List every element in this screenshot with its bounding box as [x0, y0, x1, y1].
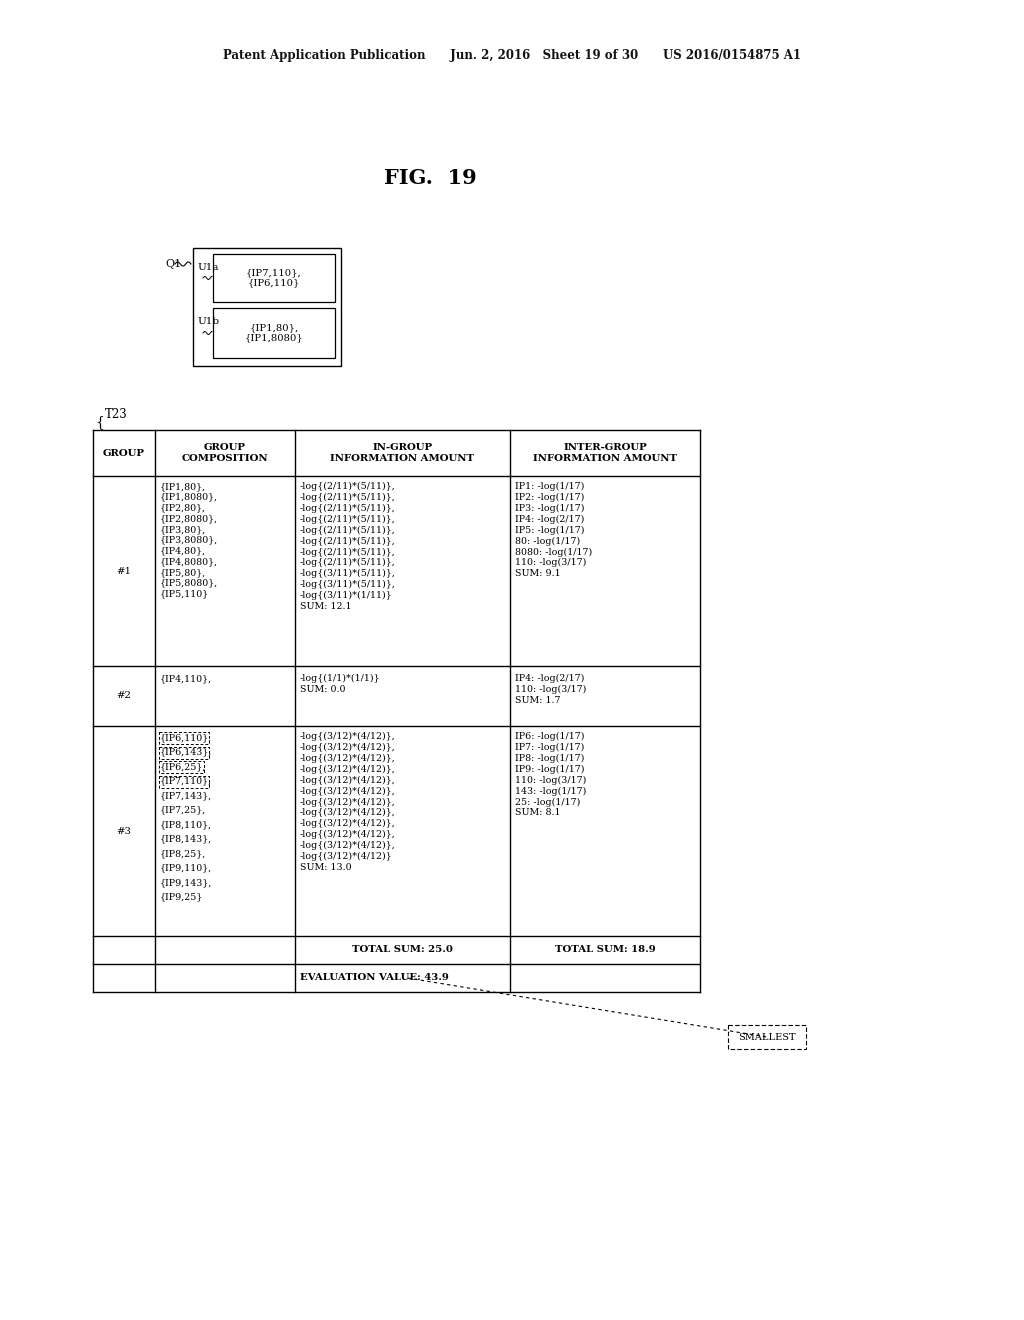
- Text: {IP6,25},: {IP6,25},: [160, 762, 207, 771]
- Text: {IP1,80},
{IP1,8080}: {IP1,80}, {IP1,8080}: [245, 323, 303, 343]
- Text: U1a: U1a: [197, 264, 218, 272]
- Text: {IP7,110},: {IP7,110},: [160, 776, 212, 785]
- Text: IP6: -log(1/17)
IP7: -log(1/17)
IP8: -log(1/17)
IP9: -log(1/17)
110: -log(3/17)
: IP6: -log(1/17) IP7: -log(1/17) IP8: -lo…: [515, 733, 587, 817]
- Text: IP4: -log(2/17)
110: -log(3/17)
SUM: 1.7: IP4: -log(2/17) 110: -log(3/17) SUM: 1.7: [515, 675, 587, 705]
- Text: -log{(3/12)*(4/12)},
-log{(3/12)*(4/12)},
-log{(3/12)*(4/12)},
-log{(3/12)*(4/12: -log{(3/12)*(4/12)}, -log{(3/12)*(4/12)}…: [300, 733, 395, 871]
- Text: #2: #2: [117, 692, 131, 701]
- Text: {IP8,143},: {IP8,143},: [160, 834, 212, 843]
- Text: INTER-GROUP
INFORMATION AMOUNT: INTER-GROUP INFORMATION AMOUNT: [534, 444, 677, 463]
- Text: FIG.  19: FIG. 19: [384, 168, 476, 187]
- Text: {IP7,110},
{IP6,110}: {IP7,110}, {IP6,110}: [246, 268, 302, 288]
- Text: {IP9,143},: {IP9,143},: [160, 878, 212, 887]
- Text: {IP1,80},
{IP1,8080},
{IP2,80},
{IP2,8080},
{IP3,80},
{IP3,8080},
{IP4,80},
{IP4: {IP1,80}, {IP1,8080}, {IP2,80}, {IP2,808…: [160, 482, 218, 598]
- Text: {IP4,110},: {IP4,110},: [160, 675, 212, 682]
- Text: Patent Application Publication      Jun. 2, 2016   Sheet 19 of 30      US 2016/0: Patent Application Publication Jun. 2, 2…: [223, 49, 801, 62]
- Text: {: {: [95, 414, 103, 429]
- Text: IN-GROUP
INFORMATION AMOUNT: IN-GROUP INFORMATION AMOUNT: [331, 444, 474, 463]
- Text: #1: #1: [117, 566, 131, 576]
- Text: -log{(1/1)*(1/1)}
SUM: 0.0: -log{(1/1)*(1/1)} SUM: 0.0: [300, 675, 381, 694]
- Text: #3: #3: [117, 826, 131, 836]
- Text: {IP6,143},: {IP6,143},: [160, 747, 212, 756]
- Text: TOTAL SUM: 25.0: TOTAL SUM: 25.0: [352, 945, 453, 954]
- Text: {IP7,25},: {IP7,25},: [160, 805, 206, 814]
- Text: IP1: -log(1/17)
IP2: -log(1/17)
IP3: -log(1/17)
IP4: -log(2/17)
IP5: -log(1/17)
: IP1: -log(1/17) IP2: -log(1/17) IP3: -lo…: [515, 482, 592, 578]
- Text: {IP8,110},: {IP8,110},: [160, 820, 212, 829]
- Text: {IP9,25}: {IP9,25}: [160, 892, 204, 902]
- Text: {IP7,143},: {IP7,143},: [160, 791, 212, 800]
- Text: T23: T23: [105, 408, 128, 421]
- Text: U1b: U1b: [197, 318, 219, 326]
- Text: {IP6,110},: {IP6,110},: [160, 733, 212, 742]
- Text: {IP8,25},: {IP8,25},: [160, 849, 206, 858]
- Text: Q1: Q1: [165, 259, 181, 269]
- Text: TOTAL SUM: 18.9: TOTAL SUM: 18.9: [555, 945, 655, 954]
- Text: {IP9,110},: {IP9,110},: [160, 863, 212, 873]
- Text: GROUP: GROUP: [103, 449, 145, 458]
- Text: -log{(2/11)*(5/11)},
-log{(2/11)*(5/11)},
-log{(2/11)*(5/11)},
-log{(2/11)*(5/11: -log{(2/11)*(5/11)}, -log{(2/11)*(5/11)}…: [300, 482, 396, 611]
- Text: SMALLEST: SMALLEST: [738, 1032, 796, 1041]
- Text: EVALUATION VALUE: 43.9: EVALUATION VALUE: 43.9: [300, 974, 449, 982]
- Text: GROUP
COMPOSITION: GROUP COMPOSITION: [181, 444, 268, 463]
